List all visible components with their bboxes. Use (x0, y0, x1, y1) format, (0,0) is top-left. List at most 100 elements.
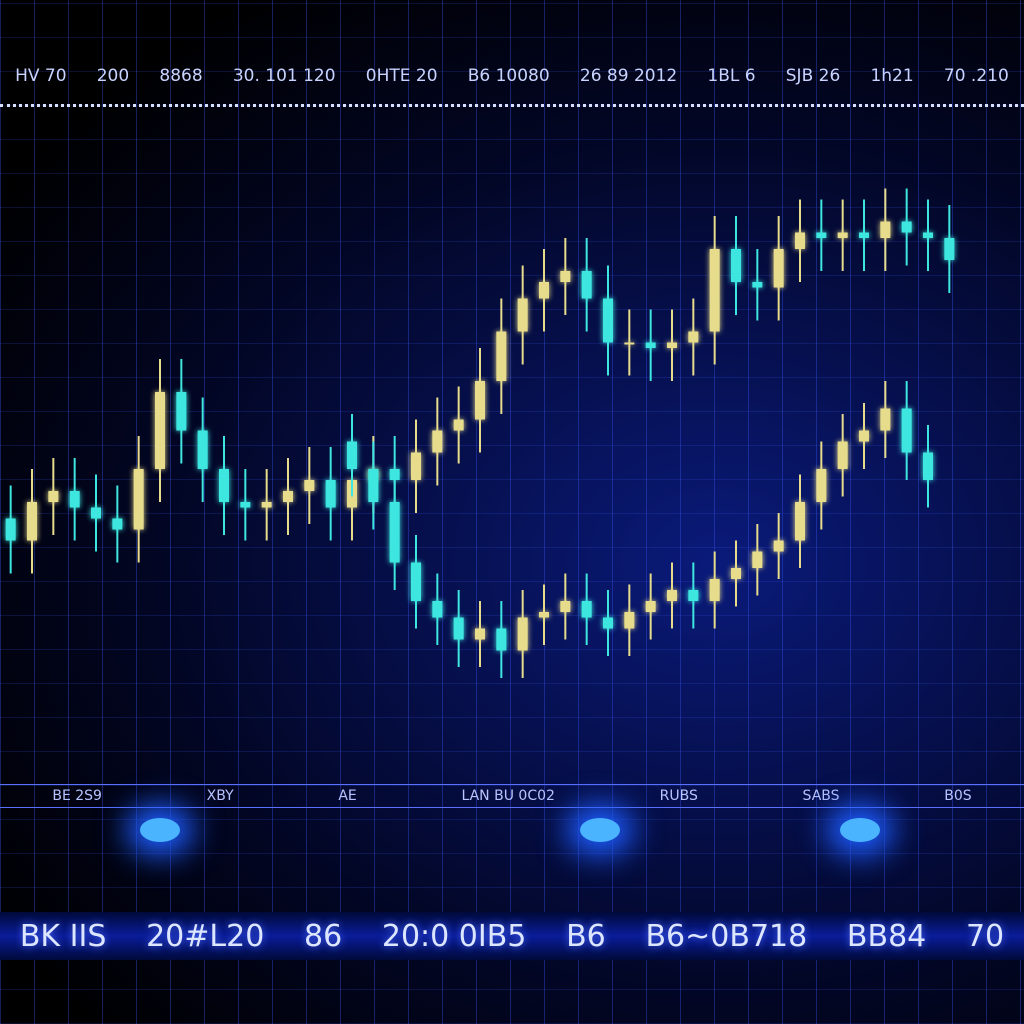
top-label: 0HTE 20 (365, 66, 438, 86)
glow (140, 818, 180, 842)
candle-body (624, 342, 635, 345)
bottom-label: B6 (566, 918, 606, 954)
candle-body (155, 392, 165, 469)
candle-body (325, 480, 336, 508)
candle-body (91, 507, 101, 519)
strip-label: SABS (802, 788, 840, 804)
candle-body (219, 469, 229, 502)
top-label: 30. 101 120 (232, 66, 336, 86)
candle-body (197, 430, 208, 469)
candle-body (859, 232, 869, 238)
candle-body (603, 298, 613, 343)
candle-body (240, 502, 251, 508)
candle-body (752, 551, 763, 568)
candle-body (496, 628, 507, 651)
candle-body (133, 469, 144, 530)
candle-body (411, 452, 421, 480)
candle-body (752, 282, 763, 288)
candle-body (368, 469, 379, 502)
bottom-label: B6~0B718 (645, 918, 808, 954)
top-label: 8868 (159, 66, 203, 86)
candle-body (603, 617, 613, 629)
glow (580, 818, 620, 842)
candle-body (709, 249, 720, 332)
candle-body (5, 518, 16, 541)
bottom-bar: BK IIS 20#L20 86 20:0 0IB5 B6 B6~0B718 BB84 70 (0, 912, 1024, 960)
candle-body (560, 601, 571, 612)
candle-body (773, 540, 784, 552)
candle-body (539, 282, 549, 299)
strip-label: BE 2S9 (52, 788, 102, 804)
candle-body (48, 491, 59, 502)
bottom-label: 20:0 0IB5 (381, 918, 527, 954)
candle-body (69, 491, 80, 508)
candle-body (667, 342, 677, 348)
candle-body (667, 590, 677, 601)
candle-body (581, 601, 592, 618)
candle-body (176, 392, 187, 431)
top-label: 26 89 2012 (579, 66, 678, 86)
candle-body (645, 601, 656, 612)
candle-body (539, 612, 549, 618)
bottom-label: BK IIS (19, 918, 107, 954)
bottom-label: BB84 (846, 918, 927, 954)
candle-body (389, 502, 400, 563)
top-label: B6 10080 (467, 66, 550, 86)
candle-body (795, 502, 805, 541)
candle-body (880, 408, 891, 431)
candle-body (347, 441, 357, 469)
candle-body (773, 249, 784, 288)
candle-body (923, 452, 933, 480)
candle-body (112, 518, 123, 530)
candle-body (731, 568, 741, 579)
strip-label: AE (338, 788, 357, 804)
candle-body (453, 617, 464, 640)
candle-body (304, 480, 315, 491)
candle-body (261, 502, 272, 508)
candle-body (27, 502, 37, 541)
top-bar: HV 70 200 8868 30. 101 120 0HTE 20 B6 10080 26… (0, 66, 1024, 86)
candle-body (923, 232, 933, 238)
top-label: 1h21 (870, 66, 914, 86)
candle-body (837, 232, 848, 238)
candle-body (496, 331, 507, 381)
bottom-label: 20#L20 (146, 918, 265, 954)
candle-body (475, 628, 485, 640)
bottom-label: 70 (965, 918, 1005, 954)
candle-body (624, 612, 635, 629)
top-label: 1BL 6 (707, 66, 756, 86)
candle-body (475, 381, 485, 420)
candle-body (517, 617, 528, 651)
candle-body (837, 441, 848, 469)
bottom-label: 86 (303, 918, 343, 954)
top-label: HV 70 (15, 66, 67, 86)
candle-body (816, 232, 827, 238)
glow (840, 818, 880, 842)
top-label: SJB 26 (785, 66, 841, 86)
candle-body (859, 430, 869, 442)
candle-body (581, 271, 592, 299)
candle-body (816, 469, 827, 502)
top-label: 70 .210 (943, 66, 1009, 86)
candle-body (645, 342, 656, 348)
strip-label: LAN BU 0C02 (461, 788, 555, 804)
candle-body (901, 221, 912, 233)
strip-label: RUBS (659, 788, 698, 804)
strip-label: XBY (206, 788, 234, 804)
candle-body (688, 590, 699, 601)
candle-body (731, 249, 741, 282)
candle-body (795, 232, 805, 249)
candle-body (709, 579, 720, 601)
candle-body (432, 601, 443, 618)
candle-body (880, 221, 891, 238)
candle-body (453, 419, 464, 431)
candle-body (688, 331, 699, 343)
dotted-divider (0, 104, 1024, 107)
candle-body (283, 491, 293, 502)
info-strip: BE 2S9 XBY AE LAN BU 0C02 RUBS SABS B0S (0, 784, 1024, 808)
top-label: 200 (96, 66, 130, 86)
candle-body (517, 298, 528, 332)
candle-body (944, 238, 955, 260)
